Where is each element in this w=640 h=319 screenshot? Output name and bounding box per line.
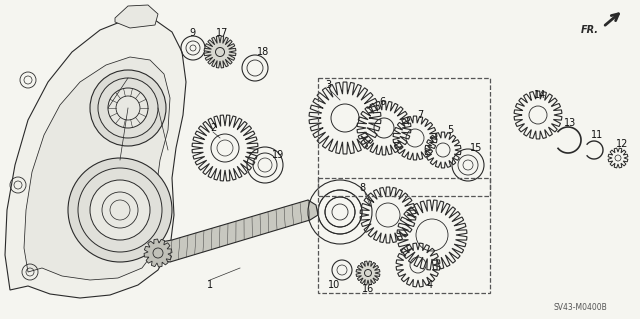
Text: 2: 2 <box>210 123 216 133</box>
Text: 13: 13 <box>564 118 576 128</box>
Circle shape <box>68 158 172 262</box>
Text: 1: 1 <box>207 280 213 290</box>
Text: 12: 12 <box>616 139 628 149</box>
Circle shape <box>78 168 162 252</box>
Text: 16: 16 <box>362 284 374 294</box>
Circle shape <box>90 70 166 146</box>
Polygon shape <box>24 57 170 280</box>
Text: 18: 18 <box>257 47 269 57</box>
Circle shape <box>365 270 371 277</box>
Text: 19: 19 <box>272 150 284 160</box>
Polygon shape <box>356 261 380 285</box>
Text: 4: 4 <box>427 280 433 290</box>
Text: 8: 8 <box>359 183 365 193</box>
Text: 9: 9 <box>189 28 195 38</box>
Text: SV43-M0400B: SV43-M0400B <box>553 303 607 313</box>
Polygon shape <box>115 5 158 28</box>
Text: 6: 6 <box>379 97 385 107</box>
Polygon shape <box>5 18 186 298</box>
Circle shape <box>98 78 158 138</box>
Text: 14: 14 <box>534 90 546 100</box>
Text: 17: 17 <box>216 28 228 38</box>
Polygon shape <box>148 200 318 262</box>
Circle shape <box>153 248 163 258</box>
Circle shape <box>108 88 148 128</box>
Polygon shape <box>144 239 172 267</box>
Circle shape <box>102 192 138 228</box>
Text: FR.: FR. <box>581 25 599 35</box>
Text: 15: 15 <box>470 143 482 153</box>
Circle shape <box>216 48 225 56</box>
Text: 3: 3 <box>325 80 331 90</box>
Text: 10: 10 <box>328 280 340 290</box>
Polygon shape <box>204 36 236 68</box>
Text: 11: 11 <box>591 130 603 140</box>
Text: 7: 7 <box>417 110 423 120</box>
Text: 5: 5 <box>447 125 453 135</box>
Circle shape <box>90 180 150 240</box>
